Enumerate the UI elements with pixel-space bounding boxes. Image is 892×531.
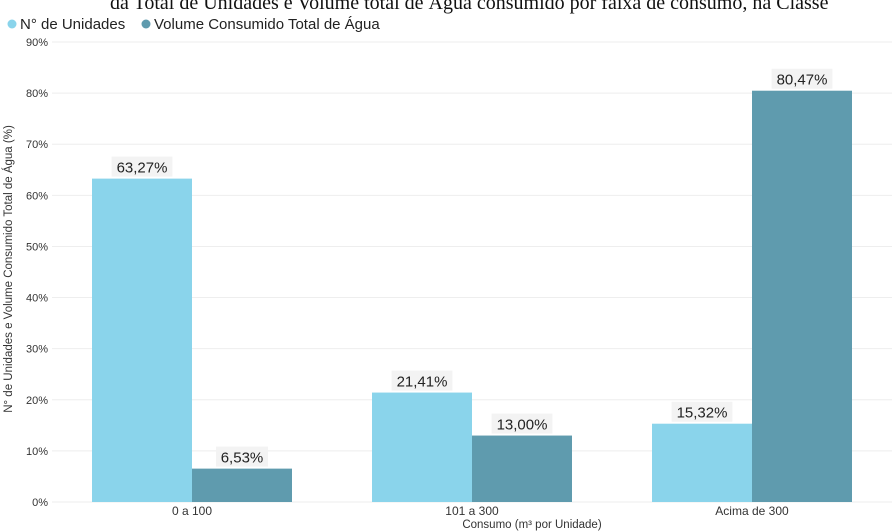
data-label-background xyxy=(671,401,733,422)
y-tick-label: 80% xyxy=(26,88,48,100)
data-label-background xyxy=(771,68,833,89)
legend: N° de Unidades Volume Consumido Total de… xyxy=(7,16,380,33)
data-label-background xyxy=(111,156,173,177)
legend-label-volume: Volume Consumido Total de Água xyxy=(154,16,380,33)
x-category-label: Acima de 300 xyxy=(715,504,789,518)
data-label: 6,53% xyxy=(221,450,264,467)
y-tick-label: 60% xyxy=(26,190,48,202)
y-tick-label: 90% xyxy=(26,37,48,49)
y-tick-label: 70% xyxy=(26,139,48,151)
bars xyxy=(92,90,852,502)
data-label: 13,00% xyxy=(497,417,548,434)
bar-volume xyxy=(752,90,852,502)
y-axis-ticks: 0% 10% 20% 30% 40% 50% 60% 70% 80% 90% xyxy=(26,37,48,509)
y-tick-label: 40% xyxy=(26,293,48,305)
y-tick-label: 30% xyxy=(26,344,48,356)
legend-label-units: N° de Unidades xyxy=(20,16,125,33)
data-label: 21,41% xyxy=(397,374,448,391)
bar-units xyxy=(372,392,472,502)
data-label: 80,47% xyxy=(777,72,828,89)
y-axis-title: N° de Unidades e Volume Consumido Total … xyxy=(2,125,15,413)
data-label: 63,27% xyxy=(117,160,168,177)
data-labels: 63,27% 6,53% 21,41% 13,00% 15,32% 80,47% xyxy=(111,68,833,467)
bar-units xyxy=(652,423,752,502)
data-label: 15,32% xyxy=(677,405,728,422)
legend-swatch-units xyxy=(7,19,17,29)
legend-swatch-volume xyxy=(141,19,151,29)
bar-volume xyxy=(192,468,292,502)
y-tick-label: 10% xyxy=(26,446,48,458)
x-axis-categories: 0 a 100 101 a 300 Acima de 300 xyxy=(172,504,789,518)
x-axis-title: Consumo (m³ por Unidade) xyxy=(462,519,602,531)
y-tick-label: 50% xyxy=(26,241,48,253)
y-tick-label: 20% xyxy=(26,395,48,407)
y-tick-label: 0% xyxy=(32,497,48,509)
x-category-label: 101 a 300 xyxy=(445,504,499,518)
data-label-background xyxy=(216,446,268,467)
chart-title: da Total de Unidades e Volume total de Á… xyxy=(110,0,829,14)
bar-units xyxy=(92,178,192,502)
bar-volume xyxy=(472,435,572,502)
x-category-label: 0 a 100 xyxy=(172,504,212,518)
data-label-background xyxy=(391,370,453,391)
data-label-background xyxy=(491,413,553,434)
